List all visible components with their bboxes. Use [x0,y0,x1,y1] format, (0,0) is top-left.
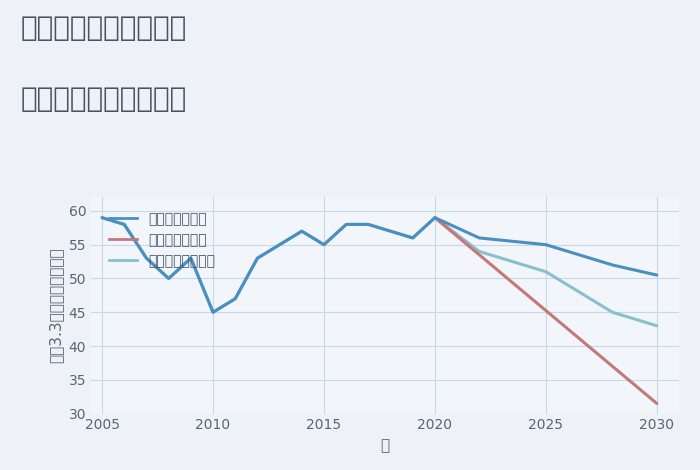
X-axis label: 年: 年 [380,438,390,453]
Legend: グッドシナリオ, バッドシナリオ, ノーマルシナリオ: グッドシナリオ, バッドシナリオ, ノーマルシナリオ [104,206,220,274]
Y-axis label: 坪（3.3㎡）単価（万円）: 坪（3.3㎡）単価（万円） [48,248,63,363]
Text: 中古戸建ての価格推移: 中古戸建ての価格推移 [21,85,188,113]
Text: 三重県鈴鹿市桜島町の: 三重県鈴鹿市桜島町の [21,14,188,42]
